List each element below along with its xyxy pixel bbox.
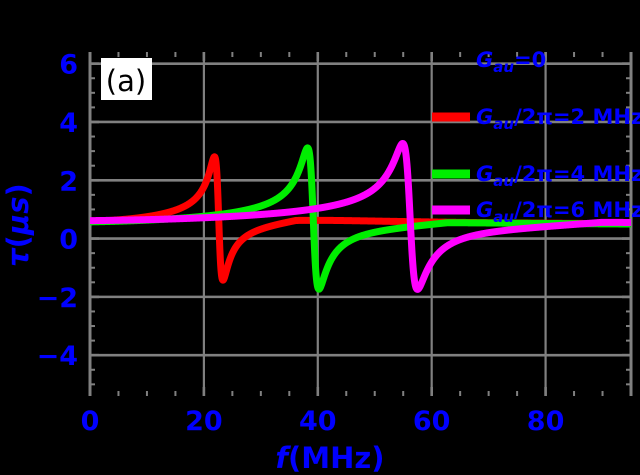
- y-tick-label: 6: [59, 50, 78, 81]
- x-tick-label: 60: [413, 406, 451, 437]
- x-axis-title: f(MHz): [275, 441, 384, 475]
- panel-label: (a): [101, 58, 152, 100]
- x-tick-label: 20: [185, 406, 223, 437]
- legend-label: Gau/2π=2 MHz: [476, 105, 640, 133]
- panel-label-text: (a): [106, 64, 146, 98]
- curve-3: [90, 139, 631, 293]
- legend-label: Gau/2π=4 MHz: [476, 162, 640, 190]
- x-tick-label: 0: [81, 406, 100, 437]
- x-tick-labels: 0 20 40 60 80: [81, 406, 565, 437]
- x-tick-label: 40: [299, 406, 337, 437]
- y-tick-label: 4: [59, 108, 78, 139]
- y-tick-label: −2: [37, 283, 78, 314]
- y-tick-label: 0: [59, 225, 78, 256]
- legend-label: Gau=0: [476, 48, 546, 76]
- y-tick-label: 2: [59, 166, 78, 197]
- panel-label-background: [101, 58, 152, 100]
- legend-label: Gau/2π=6 MHz: [476, 198, 640, 226]
- x-tick-label: 80: [527, 406, 565, 437]
- y-axis-title: τ(μs): [1, 183, 35, 267]
- legend: Gau=0 Gau/2π=2 MHz Gau/2π=4 MHz Gau/2π=6 MH…: [432, 48, 640, 226]
- y-tick-label: −4: [37, 341, 78, 372]
- data-curves: [90, 139, 631, 293]
- y-tick-labels: −4 −2 0 2 4 6: [37, 50, 78, 373]
